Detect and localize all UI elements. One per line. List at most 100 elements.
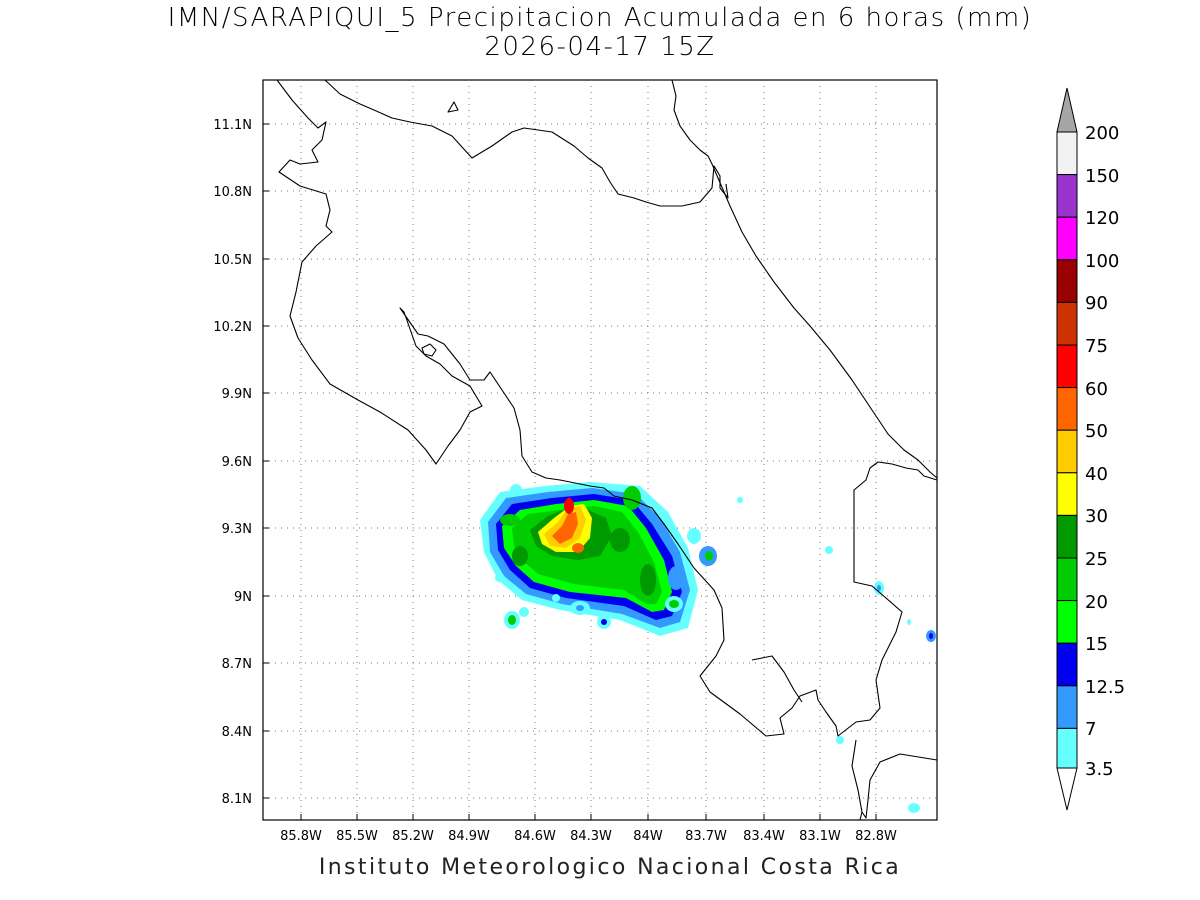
credit-text: Instituto Meteorologico Nacional Costa R… [318, 855, 902, 880]
colorbar-label: 120 [1085, 208, 1119, 229]
rain-cell-17 [601, 619, 607, 625]
colorbar-min-arrow [1056, 767, 1078, 811]
colorbar-swatch [1056, 642, 1078, 687]
plot-frame [262, 79, 938, 821]
colorbar-swatch [1056, 131, 1078, 176]
nicoya-island-b [421, 343, 437, 357]
nicaragua-lake-shore [324, 79, 729, 207]
rain-cell-28 [929, 633, 933, 639]
lat-tick-label: 9.9N [222, 387, 252, 402]
lon-tick-label: 83.1W [799, 829, 841, 844]
colorbar-label: 7 [1085, 719, 1096, 740]
panama-border [751, 655, 803, 703]
colorbar-swatch [1056, 557, 1078, 602]
rain-cell-2 [623, 486, 641, 510]
rain-cell-3 [640, 564, 656, 596]
colorbar-label: 30 [1085, 506, 1108, 527]
rain-cell-15 [576, 605, 584, 611]
colorbar-swatch [1056, 387, 1078, 431]
rain-cell-max [564, 498, 574, 514]
colorbar-label: 200 [1085, 123, 1119, 144]
colorbar-label: 75 [1085, 336, 1108, 357]
nicaragua-pacific-coast [276, 79, 938, 737]
colorbar-swatch [1056, 472, 1078, 516]
lon-tick-label: 85.8W [280, 829, 322, 844]
lat-tick-label: 9.6N [222, 455, 252, 470]
rain-cell-5 [512, 546, 528, 566]
rain-cell-13 [519, 607, 529, 617]
colorbar-swatch [1056, 685, 1078, 729]
lon-tick-label: 84.3W [570, 829, 612, 844]
rain-cell-8 [687, 528, 701, 544]
precipitation-field [480, 482, 936, 813]
lon-tick-label: 84W [633, 829, 663, 844]
rain-cell-18 [668, 566, 684, 590]
axis-ticks [263, 123, 877, 820]
rain-cell-21 [495, 574, 505, 582]
lat-tick-label: 8.7N [222, 657, 252, 672]
colorbar-max-arrow [1056, 87, 1078, 133]
lon-tick-label: 82.8W [855, 829, 897, 844]
rain-cell-20 [669, 600, 679, 608]
colorbar-label: 150 [1085, 166, 1119, 187]
lon-tick-label: 84.9W [448, 829, 490, 844]
colorbar-swatch [1056, 174, 1078, 218]
colorbar-swatch [1056, 259, 1078, 303]
colorbar-label: 60 [1085, 379, 1108, 400]
lat-tick-label: 8.1N [222, 792, 252, 807]
lat-tick-label: 11.1N [213, 118, 252, 133]
colorbar-swatch [1056, 600, 1078, 644]
lat-tick-label: 10.8N [213, 185, 252, 200]
colorbar-swatch [1056, 429, 1078, 474]
rain-cell-6 [500, 514, 520, 526]
rain-cell-4 [598, 556, 618, 580]
burica-peninsula [859, 811, 863, 821]
rain-cell-23 [737, 497, 743, 503]
coastlines [276, 79, 938, 821]
colorbar-swatch [1056, 514, 1078, 559]
rain-cell-10 [705, 551, 713, 561]
panama-coast-south [851, 739, 938, 819]
colorbar-swatch [1056, 344, 1078, 389]
colorbar: 200 150 120 100 90 75 60 50 40 30 25 20 … [1056, 87, 1125, 811]
colorbar-swatch [1056, 216, 1078, 261]
colorbar-label: 25 [1085, 549, 1108, 570]
rain-cell-7 [510, 484, 522, 496]
colorbar-label: 40 [1085, 464, 1108, 485]
lat-tick-label: 9N [234, 590, 252, 605]
colorbar-label: 20 [1085, 592, 1108, 613]
lat-tick-label: 10.2N [213, 320, 252, 335]
colorbar-label: 90 [1085, 293, 1108, 314]
longitude-labels: 85.8W 85.5W 85.2W 84.9W 84.6W 84.3W 84W … [280, 829, 897, 844]
colorbar-label: 3.5 [1085, 759, 1114, 780]
rain-cell-26 [877, 585, 881, 591]
rain-area-50mm [552, 512, 578, 544]
colorbar-swatch [1056, 727, 1078, 769]
latitude-labels: 11.1N 10.8N 10.5N 10.2N 9.9N 9.6N 9.3N 9… [213, 118, 252, 807]
rain-cell-24 [825, 546, 833, 554]
colorbar-label: 15 [1085, 634, 1108, 655]
lat-tick-label: 9.3N [222, 522, 252, 537]
map-timestamp: 2026-04-17 15Z [484, 32, 716, 62]
lat-tick-label: 8.4N [222, 725, 252, 740]
colorbar-label: 100 [1085, 251, 1119, 272]
lat-tick-label: 10.5N [213, 253, 252, 268]
map-title: IMN/SARAPIQUI_5 Precipitacion Acumulada … [167, 3, 1033, 33]
lon-tick-label: 84.6W [514, 829, 556, 844]
caribbean-coast [671, 79, 938, 479]
lon-tick-label: 85.2W [392, 829, 434, 844]
rain-cell-30 [836, 736, 844, 744]
rain-cell-east [572, 543, 584, 553]
colorbar-label: 12.5 [1085, 677, 1125, 698]
rain-cell-31 [908, 803, 920, 813]
colorbar-swatch [1056, 301, 1078, 346]
rain-cell-22 [552, 594, 560, 602]
lon-tick-label: 85.5W [336, 829, 378, 844]
rain-cell-1 [610, 528, 630, 552]
colorbar-label: 50 [1085, 421, 1108, 442]
lon-tick-label: 83.7W [685, 829, 727, 844]
rain-cell-29 [907, 619, 911, 625]
nicoya-island-a [447, 101, 459, 113]
lon-tick-label: 83.4W [743, 829, 785, 844]
